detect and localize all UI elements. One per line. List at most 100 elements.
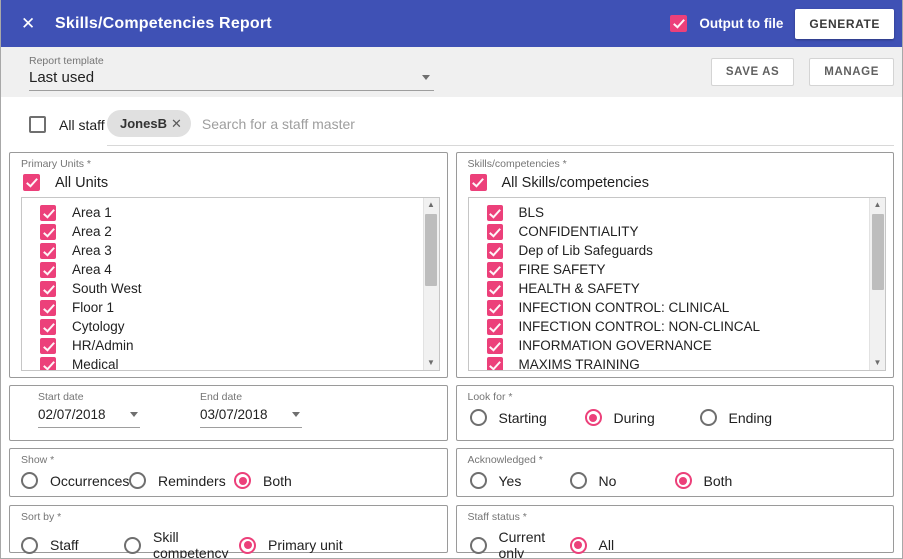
item-checkbox[interactable] [40, 299, 56, 316]
radio-option-yes[interactable]: Yes [469, 472, 570, 489]
list-item[interactable]: BLS [486, 203, 870, 222]
close-icon[interactable]: ✕ [21, 13, 36, 33]
item-checkbox[interactable] [486, 223, 503, 240]
dates-box: Start date 02/07/2018 End date 03/07/201… [9, 385, 448, 441]
list-item[interactable]: Dep of Lib Safeguards [486, 241, 870, 260]
all-skills-label: All Skills/competencies [501, 174, 649, 191]
radio-option-no[interactable]: No [569, 472, 675, 489]
scrollbar-thumb[interactable] [871, 214, 884, 290]
staff-chip-label: JonesB [120, 116, 167, 131]
radio-icon[interactable] [469, 409, 487, 426]
chevron-down-icon[interactable] [422, 75, 430, 80]
item-checkbox[interactable] [486, 299, 503, 316]
report-template-select[interactable]: Report template Last used [29, 53, 434, 91]
radio-option-staff[interactable]: Staff [21, 536, 124, 554]
report-template-label: Report template [29, 55, 104, 67]
radio-icon[interactable] [234, 472, 251, 489]
radio-icon[interactable] [21, 472, 38, 489]
radio-option-ending[interactable]: Ending [699, 409, 772, 426]
scroll-up-icon[interactable]: ▲ [873, 200, 882, 209]
show-box: Show * Occurrences Reminders Both [9, 448, 448, 497]
scrollbar[interactable]: ▲ ▼ [422, 198, 439, 370]
list-item[interactable]: Medical [40, 355, 423, 370]
radio-option-both[interactable]: Both [674, 472, 732, 489]
list-item[interactable]: CONFIDENTIALITY [486, 222, 870, 241]
radio-icon[interactable] [584, 409, 602, 426]
list-item[interactable]: INFECTION CONTROL: CLINICAL [486, 298, 870, 317]
list-item[interactable]: Area 2 [40, 222, 423, 241]
item-checkbox[interactable] [40, 223, 56, 240]
item-checkbox[interactable] [40, 318, 56, 335]
output-to-file-checkbox[interactable] [670, 15, 688, 32]
item-checkbox[interactable] [486, 356, 503, 370]
radio-icon[interactable] [469, 472, 487, 489]
generate-button[interactable]: GENERATE [795, 8, 894, 39]
radio-option-during[interactable]: During [584, 409, 700, 426]
staff-chip[interactable]: JonesB ✕ [107, 110, 191, 137]
all-skills-checkbox[interactable] [469, 174, 487, 191]
item-checkbox[interactable] [486, 337, 503, 354]
radio-icon[interactable] [469, 536, 487, 554]
staff-search-input[interactable] [201, 115, 894, 132]
list-item[interactable]: Area 3 [40, 241, 423, 260]
list-item[interactable]: MAXIMS TRAINING [486, 355, 870, 370]
radio-option-reminders[interactable]: Reminders [129, 472, 234, 489]
radio-icon[interactable] [239, 536, 256, 554]
end-date-label: End date [200, 391, 243, 403]
item-checkbox[interactable] [40, 261, 56, 278]
scrollbar-thumb[interactable] [425, 214, 437, 286]
chevron-down-icon[interactable] [130, 412, 138, 417]
item-checkbox[interactable] [486, 204, 503, 221]
chip-remove-icon[interactable]: ✕ [170, 115, 182, 131]
primary-units-listbox: Area 1 Area 2 Area 3 Area 4 South West F… [21, 197, 440, 371]
list-item[interactable]: Area 4 [40, 260, 423, 279]
list-item[interactable]: Area 1 [40, 203, 423, 222]
item-checkbox[interactable] [486, 242, 503, 259]
end-date-select[interactable]: End date 03/07/2018 [200, 391, 302, 428]
item-checkbox[interactable] [486, 280, 503, 297]
radio-option-current-only[interactable]: Current only [469, 529, 570, 558]
radio-icon[interactable] [129, 472, 146, 489]
list-item[interactable]: INFORMATION GOVERNANCE [486, 336, 870, 355]
all-units-checkbox[interactable] [23, 174, 40, 191]
radio-icon[interactable] [569, 536, 587, 554]
item-checkbox[interactable] [40, 356, 56, 370]
item-checkbox[interactable] [40, 242, 56, 259]
scrollbar[interactable]: ▲ ▼ [869, 198, 885, 370]
radio-option-skill-competency[interactable]: Skill competency [124, 529, 239, 558]
scroll-down-icon[interactable]: ▼ [427, 358, 435, 367]
scroll-up-icon[interactable]: ▲ [427, 200, 435, 209]
radio-option-starting[interactable]: Starting [469, 409, 585, 426]
item-checkbox[interactable] [40, 204, 56, 221]
radio-icon[interactable] [699, 409, 717, 426]
list-item[interactable]: INFECTION CONTROL: NON-CLINCAL [486, 317, 870, 336]
item-checkbox[interactable] [40, 337, 56, 354]
all-staff-checkbox[interactable] [29, 116, 46, 133]
list-item[interactable]: HR/Admin [40, 336, 423, 355]
item-checkbox[interactable] [486, 318, 503, 335]
start-date-select[interactable]: Start date 02/07/2018 [38, 391, 140, 428]
radio-option-both[interactable]: Both [234, 472, 292, 489]
radio-option-primary-unit[interactable]: Primary unit [239, 536, 343, 554]
list-item[interactable]: Floor 1 [40, 298, 423, 317]
manage-button[interactable]: MANAGE [809, 58, 894, 86]
output-to-file-label: Output to file [699, 16, 784, 31]
skills-panel: Skills/competencies * All Skills/compete… [455, 152, 894, 378]
scroll-down-icon[interactable]: ▼ [873, 358, 882, 367]
list-item[interactable]: FIRE SAFETY [486, 260, 870, 279]
primary-units-label: Primary Units * [21, 158, 92, 170]
list-item[interactable]: HEALTH & SAFETY [486, 279, 870, 298]
radio-icon[interactable] [124, 536, 141, 554]
item-checkbox[interactable] [40, 280, 56, 297]
radio-icon[interactable] [21, 536, 38, 554]
list-item[interactable]: Cytology [40, 317, 423, 336]
radio-icon[interactable] [569, 472, 587, 489]
radio-icon[interactable] [674, 472, 692, 489]
save-as-button[interactable]: SAVE AS [710, 58, 795, 86]
list-item[interactable]: South West [40, 279, 423, 298]
radio-option-occurrences[interactable]: Occurrences [21, 472, 129, 489]
chevron-down-icon[interactable] [292, 412, 300, 417]
radio-option-all[interactable]: All [569, 536, 614, 554]
acknowledged-box: Acknowledged * Yes No Both [455, 448, 894, 497]
item-checkbox[interactable] [486, 261, 503, 278]
